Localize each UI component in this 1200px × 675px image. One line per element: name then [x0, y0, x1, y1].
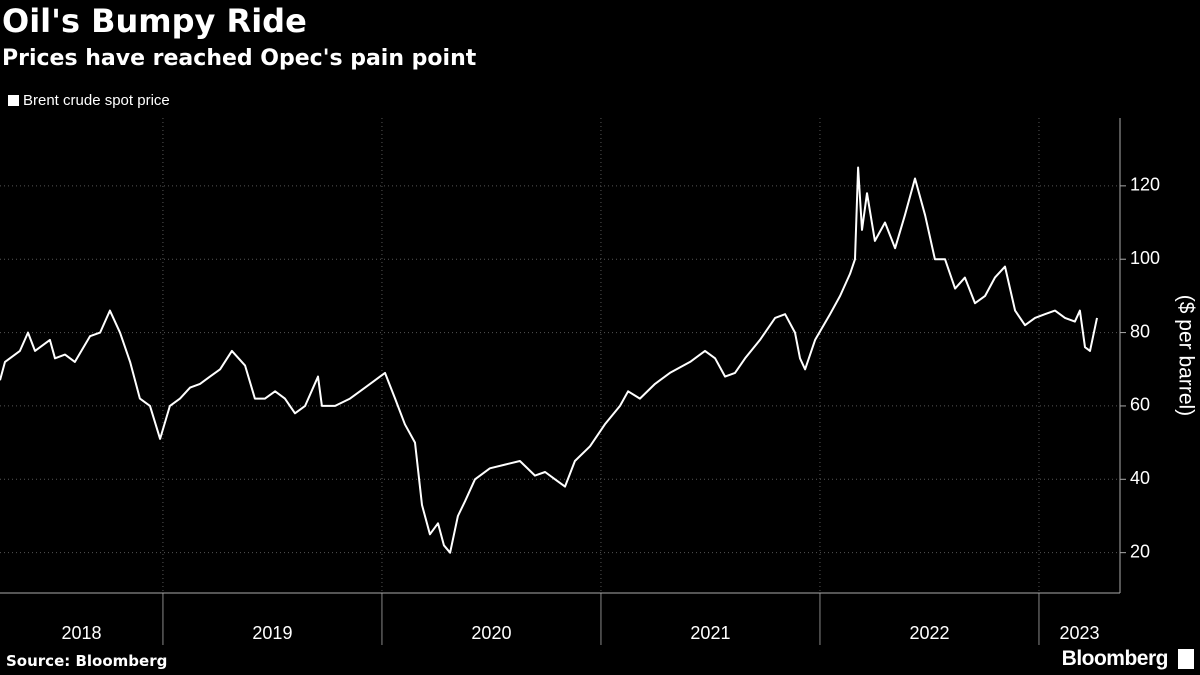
price-line — [0, 166, 1098, 554]
y-tick-label: 100 — [1130, 248, 1160, 268]
y-tick-label: 40 — [1130, 468, 1150, 488]
x-tick-label: 2019 — [252, 623, 292, 643]
y-tick-label: 120 — [1130, 175, 1160, 195]
x-tick-label: 2023 — [1059, 623, 1099, 643]
legend-swatch — [8, 95, 19, 106]
brand-logo — [1178, 649, 1194, 669]
chart-title: Oil's Bumpy Ride — [2, 2, 307, 40]
source: Source: Bloomberg — [6, 652, 168, 670]
brand: Bloomberg — [1061, 647, 1169, 670]
legend-label: Brent crude spot price — [23, 92, 170, 109]
y-tick-label: 80 — [1130, 321, 1150, 341]
x-tick-label: 2020 — [471, 623, 511, 643]
y-tick-label: 20 — [1130, 541, 1150, 561]
x-tick-label: 2018 — [61, 623, 101, 643]
x-tick-label: 2021 — [690, 623, 730, 643]
x-tick-label: 2022 — [909, 623, 949, 643]
y-tick-label: 60 — [1130, 395, 1150, 415]
y-axis-label: ($ per barrel) — [1174, 295, 1197, 416]
chart-subtitle: Prices have reached Opec's pain point — [2, 46, 477, 71]
legend: Brent crude spot price — [8, 92, 170, 109]
